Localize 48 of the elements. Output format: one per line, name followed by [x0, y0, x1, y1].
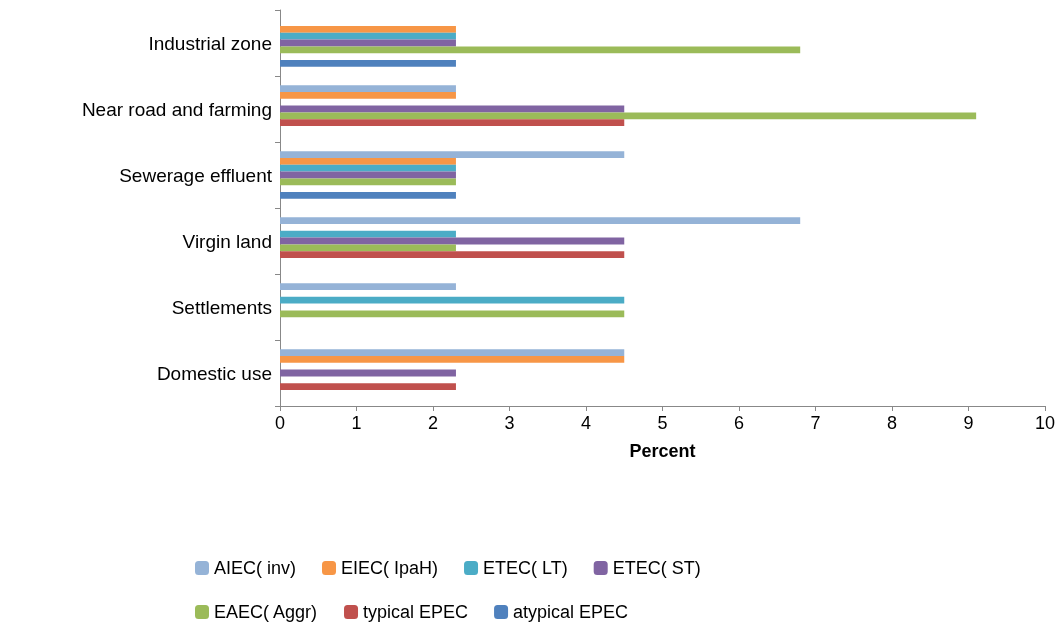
y-tick-label: Virgin land — [182, 230, 272, 252]
legend-label: ETEC( ST) — [612, 558, 701, 578]
bar — [280, 164, 456, 172]
y-tick-label: Sewerage effluent — [119, 164, 273, 186]
bar — [280, 244, 456, 252]
bar — [280, 217, 801, 225]
y-tick-label: Settlements — [171, 296, 272, 318]
bar — [280, 26, 456, 33]
bar — [280, 230, 456, 238]
legend-label: typical EPEC — [363, 602, 469, 622]
bar — [280, 158, 456, 165]
y-tick-label: Domestic use — [156, 362, 272, 384]
bar — [280, 92, 456, 99]
bar — [280, 32, 456, 40]
x-tick-label: 5 — [657, 413, 668, 433]
x-tick-label: 2 — [427, 413, 439, 433]
bar — [280, 383, 456, 390]
x-tick-label: 8 — [886, 413, 898, 433]
x-tick-label: 9 — [963, 413, 974, 433]
bar — [280, 85, 456, 93]
bar — [280, 349, 625, 357]
bar — [280, 112, 977, 120]
bar — [280, 296, 625, 304]
bar — [280, 191, 456, 199]
bar — [280, 151, 625, 159]
x-tick-label: 10 — [1034, 413, 1056, 433]
x-tick-label: 3 — [504, 413, 515, 433]
x-tick-label: 7 — [810, 413, 821, 433]
bar — [280, 46, 801, 54]
bar — [280, 119, 625, 126]
x-tick-label: 1 — [351, 413, 362, 433]
y-tick-label: Near road and farming — [81, 98, 272, 120]
bar — [280, 283, 456, 291]
bar — [280, 251, 625, 258]
y-tick-label: Industrial zone — [148, 32, 272, 54]
x-tick-label: 6 — [733, 413, 745, 433]
bar — [280, 178, 456, 186]
bar — [280, 59, 456, 67]
x-axis-title: Percent — [629, 441, 696, 461]
bar — [280, 356, 625, 363]
legend-label: EIEC( IpaH) — [341, 558, 439, 578]
legend-label: EAEC( Aggr) — [214, 602, 318, 622]
bar — [280, 310, 625, 318]
legend-label: AIEC( inv) — [214, 558, 297, 578]
x-tick-label: 4 — [580, 413, 592, 433]
legend-label: ETEC( LT) — [483, 558, 568, 578]
x-tick-label: 0 — [274, 413, 286, 433]
legend-label: atypical EPEC — [513, 602, 629, 622]
